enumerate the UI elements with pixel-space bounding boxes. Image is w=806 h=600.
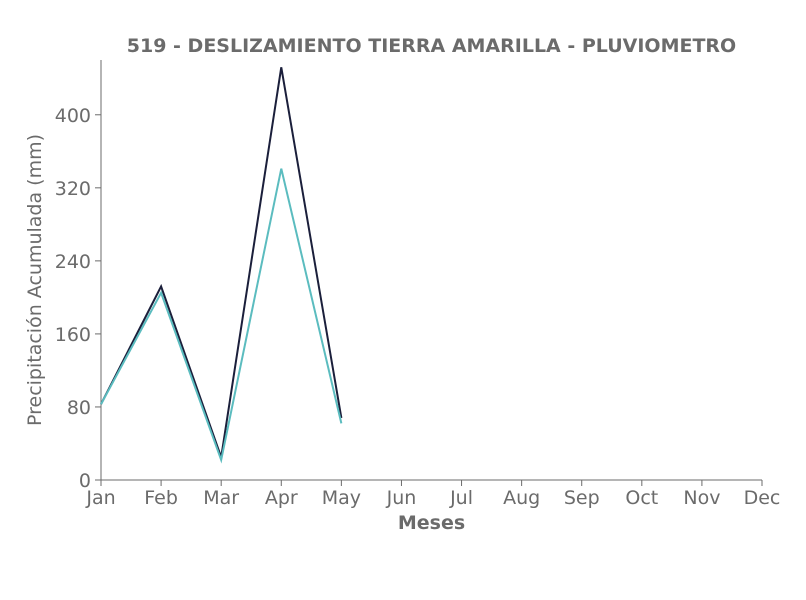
series-line-1 [100, 67, 343, 458]
x-tick-label: Sep [564, 487, 600, 509]
y-tick-label: 80 [67, 397, 91, 419]
x-tick-label: Dec [744, 487, 781, 509]
y-tick-label: 320 [55, 178, 91, 200]
y-axis: 0 80 160 240 320 400 [55, 105, 101, 492]
x-tick-label: Aug [503, 487, 540, 509]
x-tick-label: Mar [203, 487, 239, 509]
y-tick-label: 240 [55, 251, 91, 273]
x-tick-label: Apr [265, 487, 298, 509]
x-axis: Jan Feb Mar Apr May Jun Jul Aug Sep Oct Nov Dec [85, 480, 780, 509]
series-line-2 [100, 168, 343, 464]
y-tick-label: 0 [79, 470, 91, 492]
y-tick-label: 160 [55, 324, 91, 346]
x-tick-label: Oct [625, 487, 658, 509]
chart-title: 519 - DESLIZAMIENTO TIERRA AMARILLA - PL… [127, 35, 736, 57]
y-axis-title: Precipitación Acumulada (mm) [24, 134, 46, 426]
x-tick-label: Nov [683, 487, 720, 509]
plot-area [100, 60, 762, 481]
x-tick-label: Jun [386, 487, 417, 509]
series-layer [100, 67, 343, 464]
y-tick-label: 400 [55, 105, 91, 127]
x-tick-label: Feb [144, 487, 178, 509]
x-axis-title: Meses [398, 512, 465, 534]
x-tick-label: Jul [449, 487, 473, 509]
x-tick-label: May [322, 487, 361, 509]
x-tick-label: Jan [85, 487, 115, 509]
